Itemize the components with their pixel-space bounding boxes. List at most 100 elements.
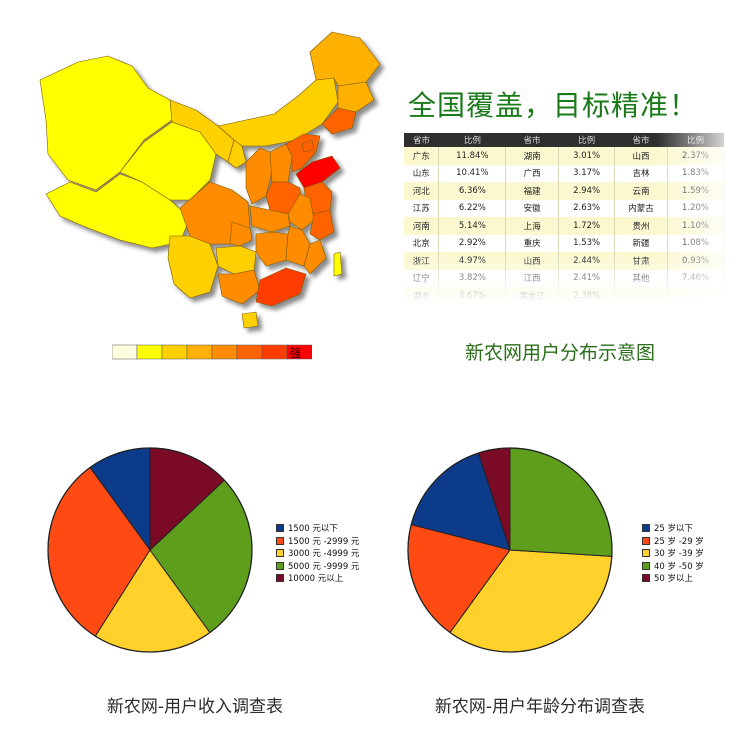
- table-cell: 1.83%: [667, 164, 724, 182]
- age-pie-title: 新农网-用户年龄分布调查表: [434, 697, 646, 717]
- legend-swatch: [276, 549, 284, 558]
- table-cell: 3.82%: [438, 269, 507, 287]
- legend-swatch: [261, 344, 288, 360]
- legend-swatch: [276, 524, 284, 533]
- table-cell: 7.46%: [667, 269, 724, 287]
- table-row: 河北 6.36% 福建 2.94% 云南 1.59%: [404, 182, 724, 200]
- legend-label: 30 岁 -39 岁: [654, 549, 704, 560]
- table-cell: 上海: [505, 217, 560, 235]
- table-header-cell: 省市: [614, 133, 668, 147]
- table-header-cell: 比例: [438, 133, 506, 147]
- province-share-table: 省市 比例 省市 比例 省市 比例 广东 11.84% 湖南 3.01% 山西 2.37% 山东 10.…: [404, 133, 724, 301]
- table-row: 山东 10.41% 广西 3.17% 吉林 1.83%: [404, 164, 724, 182]
- legend-swatch: [642, 561, 650, 570]
- map-region: [119, 121, 217, 201]
- legend-item: 25 岁以下: [642, 522, 704, 535]
- table-cell: 1.72%: [558, 217, 616, 235]
- table-cell: 浙江: [404, 252, 440, 270]
- table-header-cell: 省市: [505, 133, 559, 147]
- map-region: [255, 231, 289, 267]
- table-cell: 1.10%: [667, 217, 724, 235]
- age-pie-chart: [407, 447, 613, 653]
- legend-label: 50 岁以上: [654, 574, 694, 585]
- legend-item: 1500 元以下: [276, 522, 359, 535]
- table-row: 广东 11.84% 湖南 3.01% 山西 2.37%: [404, 147, 724, 165]
- table-cell: 2.38%: [558, 287, 616, 301]
- age-pie-legend: 25 岁以下 25 岁 -29 岁 30 岁 -39 岁 40 岁 -50 岁 50 岁…: [642, 522, 704, 585]
- table-row: 北京 2.92% 重庆 1.53% 新疆 1.08%: [404, 234, 724, 252]
- table-cell: 3.17%: [558, 164, 616, 182]
- legend-swatch: [642, 549, 650, 558]
- legend-swatch: [161, 344, 188, 360]
- pie-slice: [509, 447, 613, 557]
- pie-outline: [407, 447, 613, 653]
- map-region: [39, 55, 173, 191]
- table-cell: 6.22%: [438, 199, 507, 217]
- table-cell: 新疆: [614, 234, 669, 252]
- pie-outline: [47, 447, 253, 653]
- legend-item: 5000 元 -9999 元: [276, 560, 359, 573]
- table-header-row: 省市 比例 省市 比例 省市 比例: [404, 133, 724, 147]
- table-row: 河南 5.14% 上海 1.72% 贵州 1.10%: [404, 217, 724, 235]
- legend-item: 3000 元 -4999 元: [276, 547, 359, 560]
- table-cell: 10.41%: [438, 164, 507, 182]
- table-cell: 2.37%: [667, 147, 724, 165]
- table-cell: 2.63%: [558, 199, 616, 217]
- table-cell: 重庆: [505, 234, 560, 252]
- legend-swatch: [136, 344, 163, 360]
- table-cell: 福建: [505, 182, 560, 200]
- legend-swatch: [276, 536, 284, 545]
- map-region: [309, 209, 335, 241]
- table-row: 湖北 3.67% 黑龙江 2.38%: [404, 287, 724, 301]
- legend-item: 25 岁 -29 岁: [642, 535, 704, 548]
- map-region: [301, 139, 315, 153]
- table-cell: 湖南: [505, 147, 560, 165]
- legend-item: 1500 元 -2999 元: [276, 535, 359, 548]
- table-cell: 3.67%: [438, 287, 507, 301]
- map-region: [309, 31, 381, 87]
- table-cell: 2.94%: [558, 182, 616, 200]
- map-region: [215, 245, 257, 275]
- table-cell: 吉林: [614, 164, 669, 182]
- map-region: [333, 251, 343, 277]
- table-cell: 1.59%: [667, 182, 724, 200]
- legend-item: 10000 元以上: [276, 572, 359, 585]
- legend-swatch: [186, 344, 213, 360]
- legend-swatch: [276, 574, 284, 583]
- legend-label: 25 岁 -29 岁: [654, 536, 704, 547]
- table-cell: 黑龙江: [505, 287, 560, 301]
- map-region: [303, 239, 327, 275]
- table-cell: 3.01%: [558, 147, 616, 165]
- table-cell: 4.97%: [438, 252, 507, 270]
- table-cell: 2.41%: [558, 269, 616, 287]
- province-share-table-wrapper: 省市 比例 省市 比例 省市 比例 广东 11.84% 湖南 3.01% 山西 2.37% 山东 10.…: [404, 133, 729, 301]
- headline: 全国覆盖，目标精准！: [408, 89, 699, 122]
- map-region: [321, 107, 357, 135]
- china-map: [39, 31, 381, 329]
- income-pie-legend: 1500 元以下 1500 元 -2999 元 3000 元 -4999 元 5000…: [276, 522, 359, 585]
- legend-label: 40 岁 -50 岁: [654, 561, 704, 572]
- table-cell: 辽宁: [404, 269, 440, 287]
- map-region: [241, 311, 259, 329]
- legend-label: 5000 元 -9999 元: [288, 561, 360, 572]
- table-cell: 2.92%: [438, 234, 507, 252]
- legend-label: 10000 元以上: [288, 574, 344, 585]
- table-header-cell: 比例: [558, 133, 615, 147]
- table-cell: 甘肃: [614, 252, 669, 270]
- map-region: [217, 269, 261, 305]
- legend-item: 40 岁 -50 岁: [642, 560, 704, 573]
- table-cell: 6.36%: [438, 182, 507, 200]
- table-row: 辽宁 3.82% 江西 2.41% 其他 7.46%: [404, 269, 724, 287]
- table-cell: 山东: [404, 164, 440, 182]
- table-cell: 河北: [404, 182, 440, 200]
- table-cell: 江苏: [404, 199, 440, 217]
- table-cell: 广东: [404, 147, 440, 165]
- table-cell: [667, 287, 724, 301]
- map-region: [229, 221, 253, 247]
- table-cell: 内蒙古: [614, 199, 669, 217]
- table-cell: 广西: [505, 164, 560, 182]
- map-region: [227, 139, 247, 169]
- table-cell: 江西: [505, 269, 560, 287]
- legend-item: 50 岁以上: [642, 572, 704, 585]
- map-region: [245, 147, 273, 205]
